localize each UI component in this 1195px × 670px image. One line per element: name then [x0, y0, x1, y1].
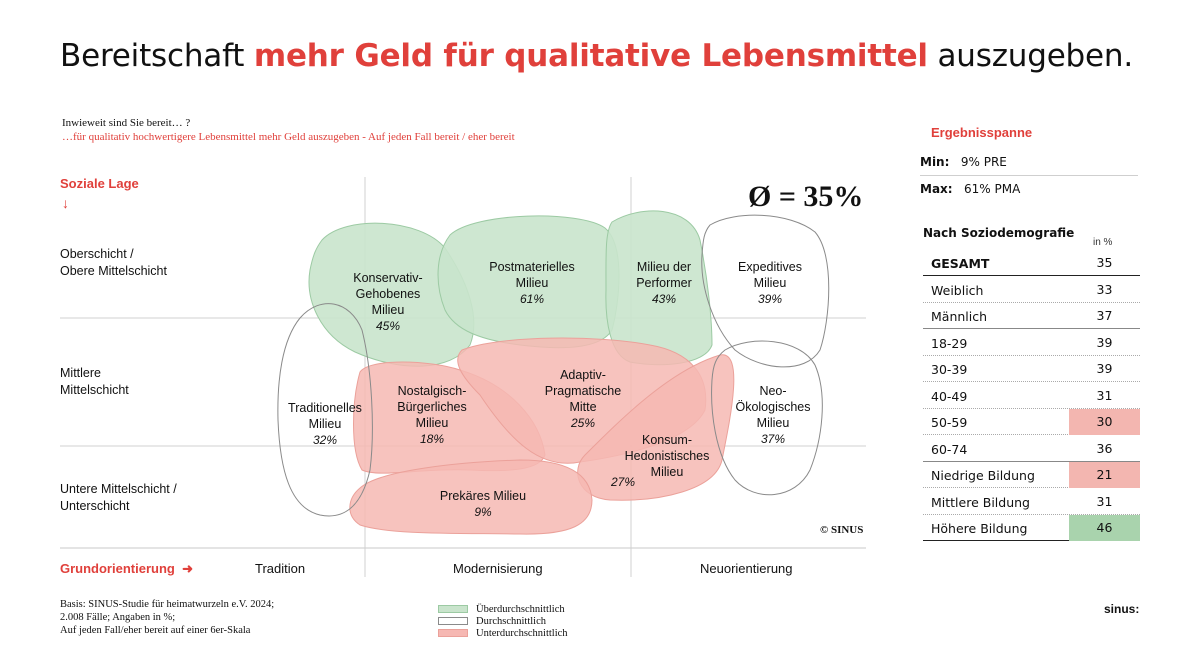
table-row: Höhere Bildung 46 — [923, 515, 1140, 541]
legend-item-below: Unterdurchschnittlich — [438, 627, 568, 639]
milieu-expeditives: Expeditives Milieu 39% — [738, 260, 802, 306]
average-value: Ø = 35% — [748, 180, 864, 213]
min-row: Min: 9% PRE — [920, 155, 1007, 169]
panel-divider — [920, 175, 1138, 176]
milieu-neo-oekologisches: Neo- Ökologisches Milieu 37% — [735, 384, 811, 446]
milieu-konsum-hedonistisches-pct: 27% — [610, 475, 636, 489]
table-row: 30-39 39 — [923, 356, 1140, 382]
milieu-nostalgisch-buergerliches: Nostalgisch- Bürgerliches Milieu 18% — [397, 384, 467, 446]
x-category-tradition: Tradition — [255, 561, 306, 576]
milieu-postmaterielles: Postmaterielles Milieu 61% — [489, 260, 575, 306]
row-label-lower: Untere Mittelschicht / Unterschicht — [60, 482, 177, 513]
table-title: Nach Soziodemografie — [923, 226, 1075, 240]
x-category-neuorientierung: Neuorientierung — [700, 561, 793, 576]
milieu-performer: Milieu der Performer 43% — [636, 260, 692, 306]
milieu-konsum-hedonistisches: Konsum- Hedonistisches Milieu — [624, 433, 710, 479]
arrow-down-icon: ↓ — [62, 195, 69, 211]
table-row: Mittlere Bildung 31 — [923, 489, 1140, 515]
table-row: 18-29 39 — [923, 330, 1140, 356]
milieu-konservativ-gehobenes: Konservativ- Gehobenes Milieu 45% — [353, 271, 423, 333]
shape-performer — [605, 210, 713, 366]
legend: Überdurchschnittlich Durchschnittlich Un… — [438, 603, 568, 639]
shape-konservativ-gehobenes — [308, 222, 475, 367]
shape-traditionelles — [277, 303, 373, 517]
table-row: 60-74 36 — [923, 436, 1140, 462]
table-unit: in % — [1093, 237, 1113, 248]
legend-item-average: Durchschnittlich — [438, 615, 568, 627]
y-axis-title: Soziale Lage — [60, 176, 139, 191]
basis-note: Basis: SINUS-Studie für heimatwurzeln e.… — [60, 599, 275, 636]
question-subtext: …für qualitativ hochwertigere Lebensmitt… — [62, 131, 515, 143]
milieu-traditionelles: Traditionelles Milieu 32% — [288, 401, 362, 447]
table-row: Niedrige Bildung 21 — [923, 462, 1140, 488]
shape-neo-oekologisches — [711, 340, 823, 496]
panel-title: Ergebnisspanne — [931, 125, 1033, 140]
legend-item-above: Überdurchschnittlich — [438, 603, 568, 615]
shape-expeditives — [701, 214, 830, 368]
x-axis-title: Grundorientierung ➜ — [60, 561, 193, 576]
row-label-middle: Mittlere Mittelschicht — [60, 366, 129, 397]
max-row: Max: 61% PMA — [920, 182, 1021, 196]
copyright: © SINUS — [820, 524, 864, 536]
row-label-upper: Oberschicht / Obere Mittelschicht — [60, 247, 167, 278]
question-text: Inwieweit sind Sie bereit… ? — [62, 117, 191, 129]
milieu-adaptiv-pragmatische: Adaptiv- Pragmatische Mitte 25% — [544, 368, 622, 430]
table-row: 40-49 31 — [923, 383, 1140, 409]
table-row: Weiblich 33 — [923, 277, 1140, 303]
milieu-prekaeres: Prekäres Milieu 9% — [439, 489, 527, 519]
x-category-modernisierung: Modernisierung — [453, 561, 543, 576]
shape-konsum-hedonistisches — [577, 354, 735, 501]
page-title: Bereitschaft mehr Geld für qualitative L… — [60, 38, 1134, 74]
table-row: GESAMT 35 — [923, 250, 1140, 276]
table-row: 50-59 30 — [923, 409, 1140, 435]
sinus-logo: sinus: — [1104, 602, 1140, 616]
table-row: Männlich 37 — [923, 303, 1140, 329]
arrow-right-icon: ➜ — [182, 561, 193, 576]
shape-prekaeres — [349, 459, 593, 535]
